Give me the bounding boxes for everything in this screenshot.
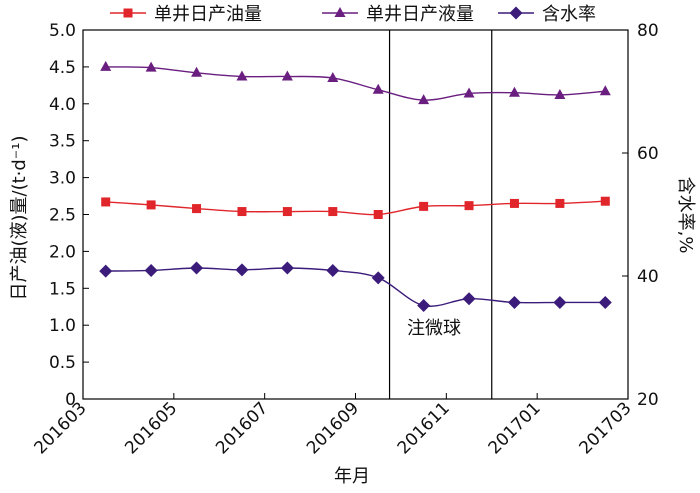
data-point: [419, 201, 429, 211]
y-axis-right: 20 40 60 80: [622, 21, 659, 410]
y-left-tick-label: 5.0: [49, 21, 76, 41]
data-point: [418, 94, 430, 105]
y-axis-right-title: 含水率,%: [675, 177, 696, 254]
data-point: [507, 295, 521, 309]
y-left-tick-label: 3.0: [49, 169, 76, 189]
data-point: [464, 201, 474, 211]
x-tick-label: 201609: [303, 398, 363, 458]
data-point: [600, 196, 610, 206]
y-right-tick-label: 60: [637, 144, 659, 164]
data-point: [100, 60, 112, 71]
legend-item: 单井日产液量: [322, 4, 474, 25]
y-left-tick-label: 1.0: [49, 316, 76, 336]
plot-border: [82, 29, 629, 400]
data-point: [598, 295, 612, 309]
legend-swatch-marker: [123, 8, 133, 18]
series-3: [99, 261, 612, 313]
data-point: [508, 86, 520, 97]
series-line: [105, 66, 606, 101]
series-2: [100, 60, 611, 105]
x-tick-label: 201605: [121, 398, 181, 458]
plot-frame: [82, 29, 629, 400]
y-left-tick-label: 2.0: [49, 242, 76, 262]
data-point: [191, 66, 203, 77]
y-right-tick-label: 80: [637, 21, 659, 41]
legend-label: 含水率: [542, 4, 596, 25]
data-point: [99, 264, 113, 278]
data-point: [373, 210, 383, 219]
x-tick-label: 201603: [30, 398, 90, 458]
data-point: [555, 198, 565, 208]
data-point: [190, 261, 204, 275]
x-tick-label: 201703: [575, 398, 635, 458]
data-point: [144, 263, 158, 277]
data-point: [372, 83, 384, 94]
x-tick-label: 201607: [212, 398, 272, 458]
series-line: [105, 267, 606, 307]
data-point: [281, 70, 293, 81]
y-left-tick-label: 3.5: [49, 132, 76, 152]
data-point: [462, 292, 476, 306]
data-point: [554, 88, 566, 99]
series-layer: [99, 60, 612, 313]
y-axis-left-title: 日产油(液)量/(t·d⁻¹): [9, 135, 30, 300]
annotation-label: 注微球: [407, 318, 461, 339]
data-point: [599, 85, 611, 96]
legend-swatch-marker: [334, 7, 346, 17]
legend: 单井日产油量 单井日产液量 含水率: [110, 4, 596, 25]
x-tick-label: 201701: [485, 398, 545, 458]
legend-label: 单井日产油量: [154, 4, 262, 25]
data-point: [235, 263, 249, 277]
series-1: [101, 196, 610, 219]
data-point: [145, 61, 157, 72]
data-point: [463, 87, 475, 98]
data-point: [327, 71, 339, 82]
legend-label: 单井日产液量: [366, 4, 474, 25]
x-axis-title: 年月: [334, 466, 370, 487]
legend-swatch-marker: [509, 6, 523, 20]
data-point: [371, 271, 385, 285]
x-axis: 201603 201605 201607 201609 201611 201701 2017…: [30, 393, 636, 458]
y-right-tick-label: 20: [637, 390, 659, 410]
y-left-tick-label: 0.5: [49, 353, 76, 373]
data-point: [192, 204, 202, 214]
data-point: [326, 263, 340, 277]
y-left-tick-label: 4.0: [49, 95, 76, 115]
data-point: [553, 295, 567, 309]
y-axis-left: 0 0.5 1.0 1.5 2.0 2.5 3.0 3.5 4.0 4.5 5.0: [49, 21, 89, 410]
series-line: [105, 200, 606, 216]
data-point: [101, 197, 111, 207]
y-left-tick-label: 2.5: [49, 206, 76, 226]
legend-item: 含水率: [498, 4, 596, 25]
legend-item: 单井日产油量: [110, 4, 262, 25]
reference-lines: [388, 30, 493, 399]
data-point: [282, 207, 292, 217]
data-point: [417, 299, 431, 313]
data-point: [280, 261, 294, 275]
data-point: [328, 207, 338, 217]
data-point: [237, 207, 247, 217]
data-point: [509, 198, 519, 208]
y-left-tick-label: 0: [65, 390, 76, 410]
y-right-tick-label: 40: [637, 267, 659, 287]
y-left-tick-label: 1.5: [49, 279, 76, 299]
x-tick-label: 201611: [394, 398, 454, 458]
data-point: [146, 200, 156, 210]
y-left-tick-label: 4.5: [49, 58, 76, 78]
data-point: [236, 70, 248, 81]
